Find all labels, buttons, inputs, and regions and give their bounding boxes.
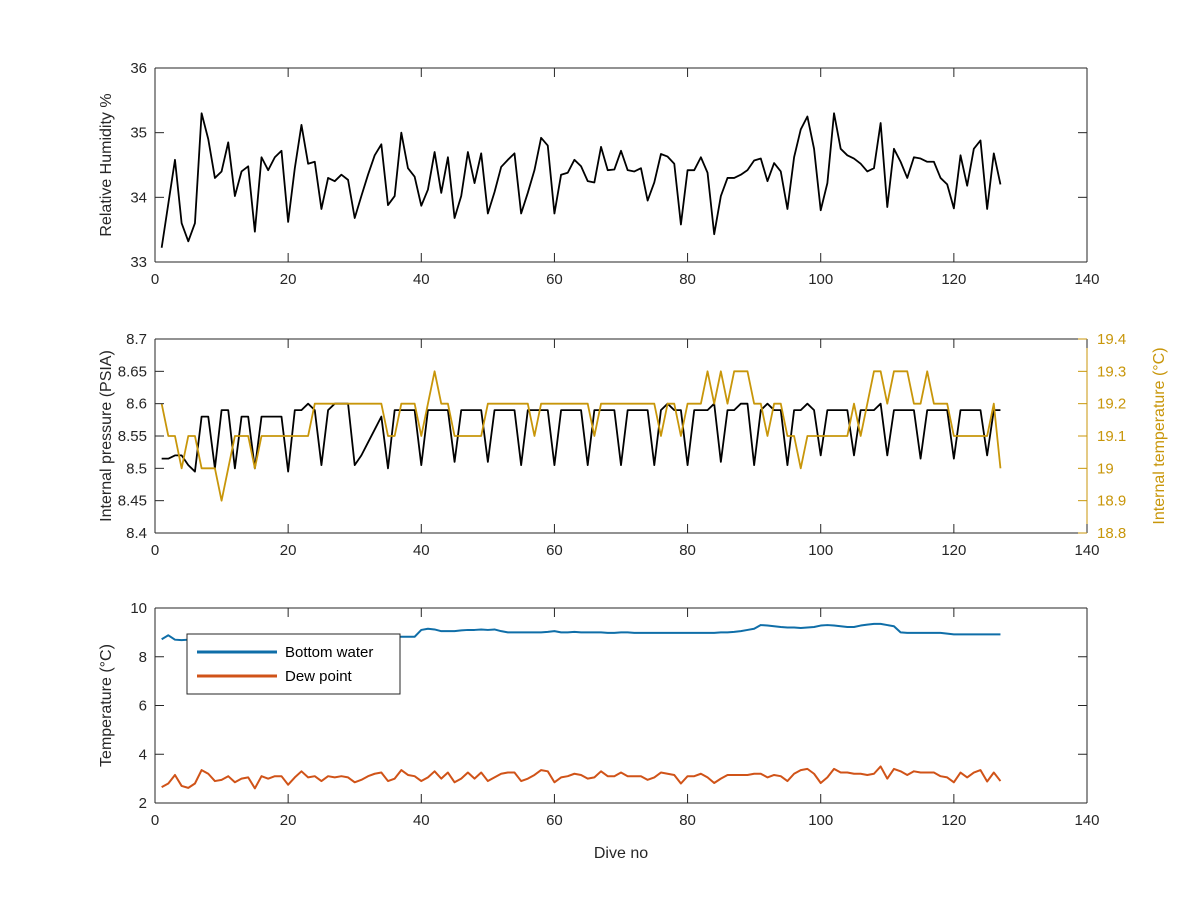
x-tick-label: 20 bbox=[280, 542, 297, 559]
x-tick-label: 120 bbox=[941, 271, 966, 288]
x-tick-label: 0 bbox=[151, 542, 159, 559]
x-tick-label: 80 bbox=[679, 812, 696, 829]
panel-3: 0 20 40 60 80 100 120 140 2 4 6 8 10 Temperature (°C)… bbox=[98, 600, 1100, 862]
panel-2: 0 20 40 60 80 100 120 140 8.4 8.45 8.5 8.55 8.6 8.65 8… bbox=[98, 331, 1168, 559]
y-tick-label: 4 bbox=[139, 746, 147, 763]
y-tick-label: 36 bbox=[130, 60, 147, 77]
right-tick-label: 19.1 bbox=[1097, 428, 1126, 445]
y-tick-label: 6 bbox=[139, 698, 147, 715]
y-axis-label: Internal pressure (PSIA) bbox=[98, 350, 115, 522]
x-tick-label: 20 bbox=[280, 812, 297, 829]
x-tick-label: 140 bbox=[1074, 271, 1099, 288]
x-tick-label: 80 bbox=[679, 542, 696, 559]
y-axis-label: Relative Humidity % bbox=[98, 93, 115, 236]
legend-entry-label: Dew point bbox=[285, 668, 353, 685]
x-tick-label: 60 bbox=[546, 542, 563, 559]
x-tick-label: 40 bbox=[413, 271, 430, 288]
legend-box bbox=[186, 633, 401, 695]
series-line-1-1 bbox=[160, 112, 1002, 248]
right-tick-label: 18.8 bbox=[1097, 525, 1126, 542]
y-tick-label: 34 bbox=[130, 189, 147, 206]
x-axis-label: Dive no bbox=[594, 845, 648, 862]
x-tick-label: 40 bbox=[413, 812, 430, 829]
right-tick-label: 19.2 bbox=[1097, 396, 1126, 413]
x-tick-label: 60 bbox=[546, 271, 563, 288]
series-line-3-2 bbox=[161, 765, 1002, 790]
y-axis-right-label: Internal temperature (°C) bbox=[1151, 347, 1168, 524]
y-tick-label: 8.45 bbox=[118, 493, 147, 510]
y-tick-label: 8.7 bbox=[126, 331, 147, 348]
x-tick-label: 100 bbox=[808, 542, 833, 559]
x-tick-label: 140 bbox=[1074, 542, 1099, 559]
x-tick-label: 0 bbox=[151, 812, 159, 829]
x-tick-label: 100 bbox=[808, 271, 833, 288]
y-tick-label: 8.4 bbox=[126, 525, 147, 542]
y-tick-label: 35 bbox=[130, 125, 147, 142]
y-tick-label: 2 bbox=[139, 795, 147, 812]
x-tick-label: 0 bbox=[151, 271, 159, 288]
x-tick-label: 80 bbox=[679, 271, 696, 288]
y-tick-label: 8.65 bbox=[118, 363, 147, 380]
right-tick-label: 19 bbox=[1097, 460, 1114, 477]
y-tick-label: 8 bbox=[139, 649, 147, 666]
y-tick-label: 8.55 bbox=[118, 428, 147, 445]
x-tick-label: 20 bbox=[280, 271, 297, 288]
x-tick-label: 140 bbox=[1074, 812, 1099, 829]
right-tick-label: 19.3 bbox=[1097, 363, 1126, 380]
series-line-2-2 bbox=[160, 370, 1002, 502]
x-tick-label: 120 bbox=[941, 812, 966, 829]
panel-1: 0 20 40 60 80 100 120 140 33 34 35 36 Relative Humid… bbox=[98, 60, 1100, 288]
right-tick-label: 18.9 bbox=[1097, 493, 1126, 510]
right-tick-label: 19.4 bbox=[1097, 331, 1126, 348]
series-line-2-1 bbox=[161, 402, 1001, 473]
y-tick-label: 8.5 bbox=[126, 460, 147, 477]
y-tick-label: 33 bbox=[130, 254, 147, 271]
y-tick-label: 10 bbox=[130, 600, 147, 617]
x-tick-label: 100 bbox=[808, 812, 833, 829]
x-tick-label: 120 bbox=[941, 542, 966, 559]
legend-entry-label: Bottom water bbox=[285, 644, 373, 661]
y-tick-label: 8.6 bbox=[126, 396, 147, 413]
x-tick-label: 40 bbox=[413, 542, 430, 559]
x-tick-label: 60 bbox=[546, 812, 563, 829]
legend: Bottom water Dew point bbox=[186, 633, 401, 695]
y-axis-label: Temperature (°C) bbox=[98, 644, 115, 767]
